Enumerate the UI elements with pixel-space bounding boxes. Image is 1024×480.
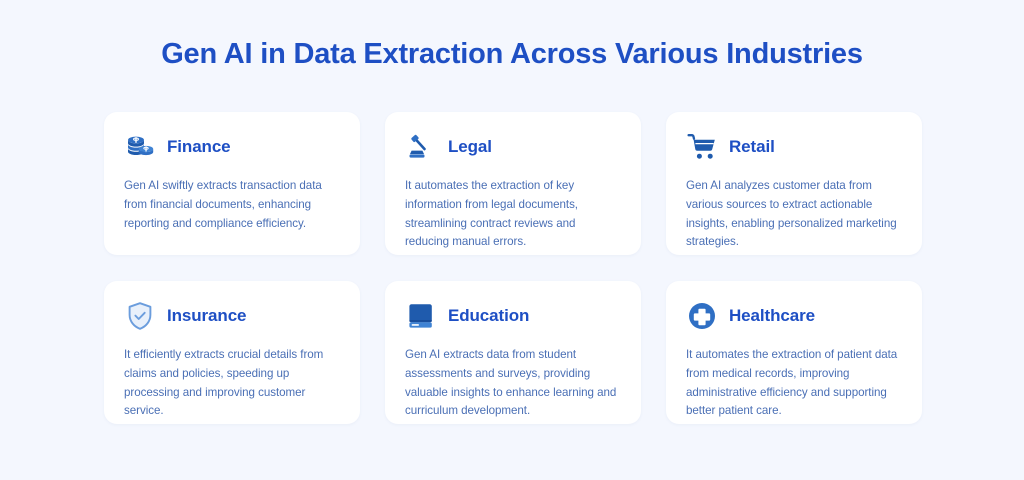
card-header: Finance	[124, 130, 340, 164]
card-header: Insurance	[124, 299, 340, 333]
card-header: Legal	[405, 130, 621, 164]
card-description: Gen AI analyzes customer data from vario…	[686, 179, 897, 249]
coins-stack-icon	[124, 131, 156, 163]
card-description: It automates the extraction of patient d…	[686, 348, 898, 418]
industry-card-finance[interactable]: Finance Gen AI swiftly extracts transact…	[104, 112, 360, 255]
card-title: Legal	[448, 137, 492, 156]
medical-cross-circle-icon	[686, 300, 718, 332]
book-icon	[405, 300, 437, 332]
card-description: Gen AI extracts data from student assess…	[405, 348, 617, 418]
card-title: Finance	[167, 137, 231, 156]
card-title: Retail	[729, 137, 775, 156]
page-title: Gen AI in Data Extraction Across Various…	[161, 38, 863, 70]
industry-card-grid: Finance Gen AI swiftly extracts transact…	[104, 112, 922, 424]
card-header: Healthcare	[686, 299, 902, 333]
card-description: It efficiently extracts crucial details …	[124, 348, 324, 418]
industry-card-legal[interactable]: Legal It automates the extraction of key…	[385, 112, 641, 255]
card-title: Education	[448, 306, 530, 325]
industry-card-education[interactable]: Education Gen AI extracts data from stud…	[385, 281, 641, 424]
industry-card-healthcare[interactable]: Healthcare It automates the extraction o…	[666, 281, 922, 424]
card-header: Retail	[686, 130, 902, 164]
industry-card-insurance[interactable]: Insurance It efficiently extracts crucia…	[104, 281, 360, 424]
card-title: Insurance	[167, 306, 247, 325]
shopping-cart-icon	[686, 131, 718, 163]
card-header: Education	[405, 299, 621, 333]
industry-card-retail[interactable]: Retail Gen AI analyzes customer data fro…	[666, 112, 922, 255]
shield-check-icon	[124, 300, 156, 332]
card-description: It automates the extraction of key infor…	[405, 179, 578, 249]
gavel-icon	[405, 131, 437, 163]
card-description: Gen AI swiftly extracts transaction data…	[124, 179, 322, 230]
card-title: Healthcare	[729, 306, 815, 325]
